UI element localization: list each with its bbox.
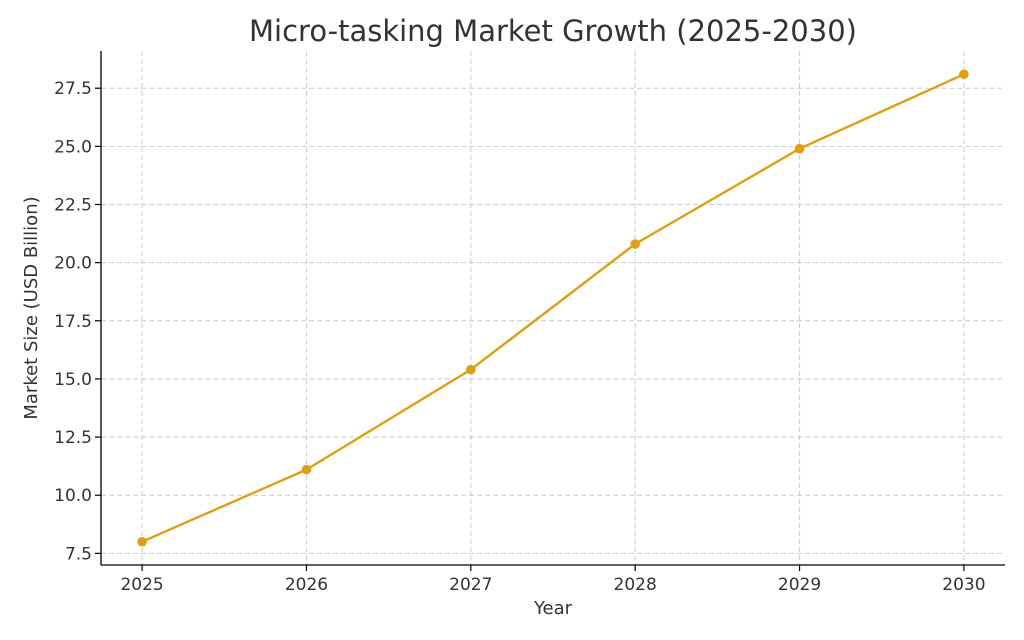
data-point	[137, 536, 147, 547]
x-tick-label: 2027	[449, 575, 492, 595]
axes	[95, 51, 1005, 571]
y-tick-label: 25.0	[54, 137, 92, 157]
chart-title: Micro-tasking Market Growth (2025-2030)	[249, 14, 857, 48]
y-tick-label: 7.5	[65, 544, 92, 564]
y-tick-label: 12.5	[54, 428, 92, 448]
data-point	[630, 239, 640, 249]
series-line	[140, 73, 966, 543]
data-series	[137, 69, 969, 547]
y-tick-label: 20.0	[54, 254, 92, 274]
x-tick-label: 2028	[614, 575, 657, 595]
y-tick-label: 15.0	[54, 370, 92, 390]
data-point	[301, 464, 312, 475]
x-tick-label: 2025	[120, 575, 163, 595]
tick-labels: 7.5 10.0 12.5 15.0 17.5 20.0 22.5 25.0 27.5 2025 2…	[54, 79, 985, 595]
grid	[101, 51, 1005, 565]
y-tick-label: 10.0	[54, 486, 92, 506]
y-tick-label: 27.5	[54, 79, 92, 99]
x-tick-label: 2029	[778, 575, 821, 595]
x-tick-label: 2026	[285, 575, 328, 595]
data-point	[959, 69, 969, 80]
data-point	[794, 143, 805, 154]
x-axis-title: Year	[533, 598, 573, 619]
y-tick-label: 22.5	[54, 196, 92, 216]
x-tick-label: 2030	[942, 575, 985, 595]
data-point	[466, 364, 476, 375]
y-axis-title: Market Size (USD Billion)	[21, 196, 42, 419]
y-tick-label: 17.5	[54, 312, 92, 332]
